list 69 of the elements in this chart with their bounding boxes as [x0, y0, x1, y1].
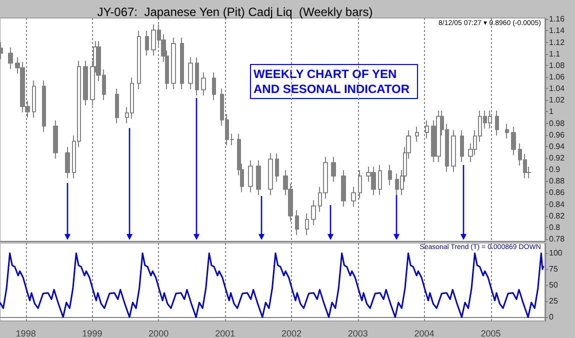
candlestick	[415, 126, 419, 142]
candlestick	[195, 56, 199, 96]
y-tick-label: 1.04	[549, 84, 566, 94]
line-series	[0, 252, 544, 318]
y-tick-label: 0.78	[549, 234, 566, 244]
y-tick-label: 0	[549, 312, 554, 322]
y-tick-label: 75	[549, 264, 558, 274]
candlestick	[65, 146, 70, 179]
candlestick	[311, 200, 316, 226]
candlestick	[341, 170, 346, 208]
y-tick-label: 0.84	[549, 200, 566, 209]
y-tick-label: 1.08	[549, 60, 566, 70]
y-tick-label: 0.92	[549, 154, 566, 163]
y-tick-label: 50	[549, 280, 558, 290]
candlestick	[268, 152, 273, 196]
candlestick	[8, 47, 13, 70]
candlestick	[248, 160, 253, 193]
candlestick	[495, 110, 499, 136]
candlestick	[295, 210, 299, 236]
candlestick	[256, 160, 261, 196]
y-tick-label: 0.96	[549, 130, 566, 140]
y-tick-label: 0.82	[549, 211, 566, 220]
candlestick	[351, 186, 356, 208]
candlestick	[331, 156, 336, 182]
y-tick-label: 0.86	[549, 188, 566, 198]
candlestick	[511, 126, 516, 156]
x-tick-label: 1998	[16, 328, 36, 338]
y-tick-label: 1.02	[549, 96, 566, 105]
candlestick	[505, 123, 509, 139]
y-tick-label: 1.12	[549, 38, 566, 47]
x-tick-label: 2001	[215, 328, 236, 338]
candlestick	[83, 60, 88, 106]
y-tick-label: 1.14	[549, 26, 566, 36]
y-tick-label: 1.06	[549, 72, 566, 82]
x-tick-label: 2005	[480, 328, 501, 338]
y-tick-label: 1.1	[549, 49, 561, 58]
y-tick-label: 0.98	[549, 118, 566, 128]
candlestick	[32, 80, 36, 118]
candlestick	[137, 30, 141, 90]
candlestick	[188, 56, 193, 90]
y-tick-label: 0.8	[549, 222, 561, 232]
chart-title: JY-067: Japanese Yen (Pit) Cadj Liq (Weekly bars)	[97, 5, 373, 19]
x-tick-label: 2000	[148, 328, 169, 338]
candlestick	[201, 72, 206, 96]
annotation: WEEKLY CHART OF YEN AND SESONAL INDICATOR	[254, 67, 410, 96]
candlestick	[388, 164, 392, 186]
candlestick	[53, 120, 58, 160]
candlestick	[145, 30, 149, 56]
y-tick-label: 1	[549, 107, 554, 116]
y-tick-label: 25	[549, 296, 558, 306]
y-tick-label: 0.94	[549, 142, 566, 151]
candlestick	[42, 80, 46, 132]
candlestick	[378, 164, 382, 196]
candlestick	[305, 213, 309, 236]
y-tick-label: 0.88	[549, 176, 566, 186]
candlestick	[115, 88, 119, 124]
x-tick-label: 2003	[348, 328, 368, 338]
x-tick-label: 2002	[281, 328, 302, 338]
x-tick-label: 2004	[414, 328, 434, 338]
y-tick-label: 100	[549, 248, 563, 258]
candlestick	[460, 130, 464, 163]
candlestick	[451, 130, 456, 172]
y-tick-label: 0.9	[549, 165, 561, 174]
candlestick	[212, 72, 216, 101]
y-tick-label: 1.16	[549, 14, 566, 24]
candlestick	[180, 37, 184, 90]
candlestick	[171, 37, 176, 90]
candlestick	[275, 152, 279, 182]
x-tick-label: 1999	[82, 328, 102, 338]
